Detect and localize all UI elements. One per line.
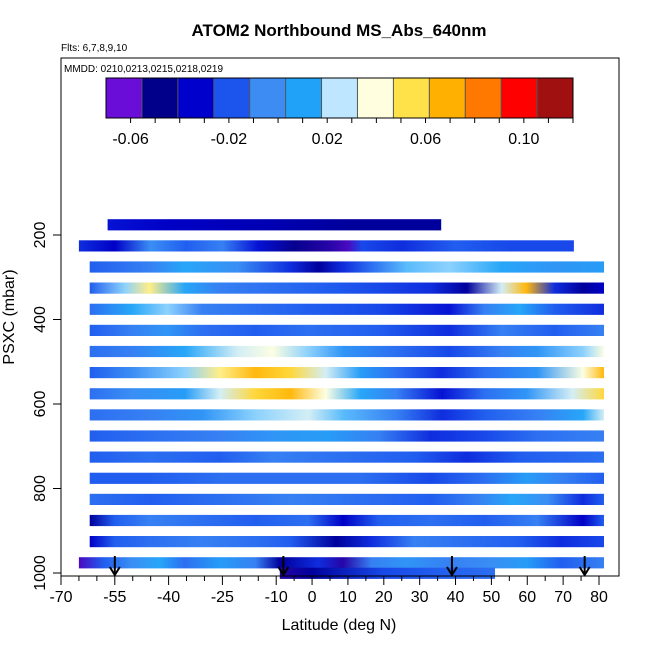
axes: -70 -55 -40 -25 -10 0 10 20 30 40 50 60 70 80 200 400 60… — [32, 222, 608, 606]
colorbar-bin — [249, 78, 287, 118]
heatmap-band — [89, 409, 604, 421]
x-tick-label: -25 — [211, 589, 234, 606]
colorbar-frame — [105, 77, 574, 119]
colorbar-bin — [537, 78, 574, 118]
heatmap-band — [89, 345, 604, 358]
colorbar-bin — [106, 78, 143, 118]
x-tick-label: 70 — [554, 589, 572, 606]
heatmap-band — [78, 240, 574, 252]
heatmap-band — [89, 261, 604, 273]
colorbar-bin — [465, 78, 502, 118]
x-tick-label: -70 — [49, 589, 72, 606]
x-tick-label: 50 — [483, 589, 501, 606]
x-axis-label: Latitude (deg N) — [282, 617, 397, 634]
heatmap-band — [89, 303, 604, 315]
colorbar-bin — [285, 78, 322, 118]
colorbar-tick-label: 0.06 — [410, 131, 441, 148]
x-tick-label: -55 — [103, 589, 126, 606]
x-tick-label: 60 — [518, 589, 536, 606]
latitude-arrow — [108, 556, 121, 577]
heatmap-band — [107, 219, 442, 231]
colorbar-tick-label: 0.02 — [312, 131, 343, 148]
colorbar-bin — [177, 78, 215, 118]
latitude-arrow — [578, 556, 591, 577]
heatmap-band — [89, 367, 604, 379]
colorbar-bin — [321, 78, 358, 118]
x-tick-label: -40 — [157, 589, 180, 606]
plot-frame — [60, 57, 620, 577]
y-tick-label: 800 — [32, 475, 49, 502]
latitude-arrow — [277, 556, 290, 577]
colorbar-tick-label: -0.06 — [112, 131, 149, 148]
heatmap-band — [89, 514, 604, 527]
heatmap-band — [89, 493, 604, 505]
x-tick-label: 10 — [339, 589, 357, 606]
y-tick-label: 1000 — [32, 555, 49, 591]
heatmap-band — [89, 388, 604, 400]
latitude-arrows — [108, 556, 591, 577]
dates-label: MMDD: 0210,0213,0215,0218,0219 — [64, 64, 223, 75]
heatmap-band — [89, 536, 604, 548]
y-tick-label: 400 — [32, 306, 49, 333]
colorbar-bin — [393, 78, 430, 118]
heatmap-band — [279, 567, 495, 579]
x-tick-label: -10 — [265, 589, 288, 606]
colorbar-bin — [213, 78, 251, 118]
heatmap-band — [89, 430, 604, 442]
colorbar-bin — [141, 78, 179, 118]
x-tick-label: 20 — [375, 589, 393, 606]
colorbar-bin — [357, 78, 394, 118]
latitude-arrow — [446, 556, 458, 577]
colorbar-bin — [429, 78, 466, 118]
x-tick-label: 40 — [447, 589, 465, 606]
chart-title: ATOM2 Northbound MS_Abs_640nm — [191, 21, 486, 40]
heatmap-band — [89, 324, 604, 336]
heatmap-band — [89, 472, 604, 484]
flights-label: Flts: 6,7,8,9,10 — [61, 43, 128, 54]
y-tick-label: 200 — [32, 222, 49, 249]
colorbar-bin — [501, 78, 538, 118]
heatmap-band — [78, 557, 604, 569]
colorbar: -0.06 -0.02 0.02 0.06 0.10 — [105, 77, 574, 148]
y-axis-label: PSXC (mbar) — [1, 269, 18, 364]
heatmap-layer — [78, 219, 604, 579]
x-tick-label: 0 — [308, 589, 317, 606]
colorbar-tick-label: 0.10 — [508, 131, 539, 148]
colorbar-tick-label: -0.02 — [211, 131, 248, 148]
y-tick-label: 600 — [32, 391, 49, 418]
x-tick-label: 80 — [590, 589, 608, 606]
x-tick-label: 30 — [411, 589, 429, 606]
heatmap-band — [89, 282, 604, 294]
heatmap-band — [89, 451, 604, 463]
